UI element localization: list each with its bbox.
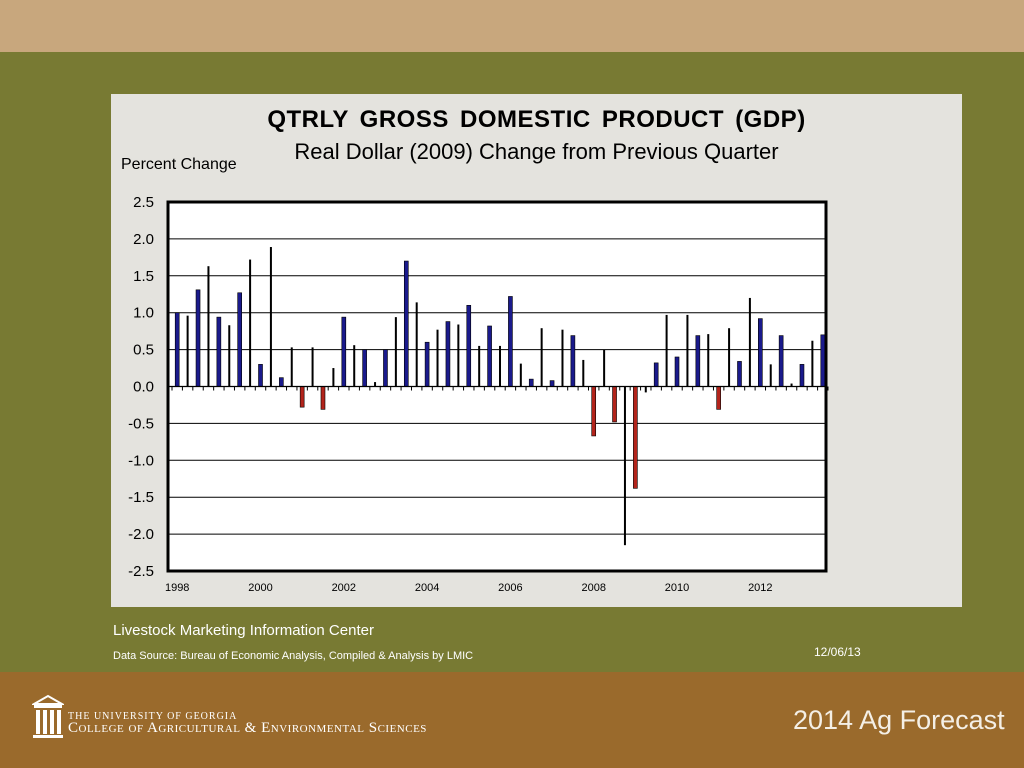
- bar: [561, 329, 564, 387]
- bar: [790, 383, 793, 387]
- x-tick-label: 1998: [165, 582, 189, 594]
- source-label: Livestock Marketing Information Center: [113, 622, 374, 639]
- footer-band: [0, 672, 1024, 768]
- bar: [216, 316, 222, 387]
- y-tick-label: 2.0: [133, 231, 154, 248]
- bar: [269, 247, 272, 387]
- x-tick-label: 2008: [581, 582, 605, 594]
- bar: [436, 329, 439, 387]
- y-tick-label: 0.0: [133, 379, 154, 396]
- bar: [237, 292, 242, 387]
- bar: [508, 296, 513, 387]
- top-band: [0, 0, 1024, 52]
- bar: [540, 328, 543, 387]
- bar: [403, 260, 409, 387]
- bar: [383, 349, 388, 387]
- bar: [737, 361, 742, 387]
- bar: [394, 317, 397, 387]
- bar: [665, 314, 668, 387]
- bar: [466, 305, 472, 387]
- bar: [769, 364, 772, 387]
- gdp-bar-chart: 2.5 2.0 1.5 1.0 0.5 0.0 -0.5 -1.0 -1.5 -2.0 -2.5 19…: [128, 194, 829, 594]
- bar: [549, 380, 555, 387]
- chart-subtitle: Real Dollar (2009) Change from Previous …: [294, 139, 779, 164]
- bar: [728, 328, 731, 387]
- plot-frame: [166, 200, 828, 573]
- bar: [228, 325, 231, 387]
- y-axis-label: Percent Change: [121, 156, 237, 173]
- y-tick-label: 2.5: [133, 194, 154, 211]
- x-tick-label: 2000: [248, 582, 272, 594]
- bar: [320, 386, 326, 410]
- y-tick-label: 0.5: [133, 342, 154, 359]
- bar: [653, 362, 659, 387]
- bar: [299, 386, 305, 408]
- bar: [279, 377, 284, 387]
- uga-arch-logo: [32, 694, 64, 738]
- bar: [249, 259, 252, 387]
- bar: [341, 316, 347, 387]
- bar: [716, 386, 721, 410]
- bar: [686, 314, 689, 387]
- bar: [748, 297, 751, 387]
- bar: [612, 386, 617, 423]
- x-tick-label: 2006: [498, 582, 522, 594]
- bar: [633, 386, 638, 489]
- y-tick-label: 1.0: [133, 305, 154, 322]
- bar: [478, 345, 481, 387]
- y-tick-label: -2.5: [128, 563, 154, 580]
- y-tick-label: -0.5: [128, 415, 154, 432]
- bar: [290, 347, 293, 387]
- x-tick-label: 2012: [748, 582, 772, 594]
- forecast-label: 2014 Ag Forecast: [793, 705, 1005, 735]
- bar: [778, 335, 784, 387]
- data-source-label: Data Source: Bureau of Economic Analysis…: [113, 650, 474, 662]
- bar: [311, 347, 314, 387]
- bar: [258, 364, 263, 387]
- y-tick-label: -1.0: [128, 452, 154, 469]
- university-name: THE UNIVERSITY OF GEORGIA: [68, 711, 238, 722]
- bar: [603, 349, 606, 387]
- bar: [174, 312, 180, 387]
- bar: [799, 364, 805, 387]
- chart-title: QTRLY GROSS DOMESTIC PRODUCT (GDP): [267, 106, 806, 133]
- bar: [707, 334, 710, 387]
- bar: [644, 386, 647, 393]
- bar: [374, 382, 377, 387]
- y-tick-label: 1.5: [133, 268, 154, 285]
- x-tick-label: 2002: [332, 582, 356, 594]
- bar: [528, 378, 534, 387]
- college-name: College of Agricultural & Environmental …: [68, 720, 427, 736]
- bar: [332, 368, 335, 387]
- bar: [591, 386, 597, 437]
- bar: [582, 359, 585, 387]
- bar: [457, 324, 460, 387]
- date-label: 12/06/13: [814, 645, 861, 659]
- x-tick-label: 2010: [665, 582, 689, 594]
- y-tick-label: -1.5: [128, 489, 154, 506]
- bar: [445, 321, 451, 387]
- bar: [674, 356, 680, 387]
- bar: [207, 266, 210, 387]
- bar: [519, 363, 522, 387]
- bar: [424, 341, 430, 387]
- bar: [758, 318, 763, 387]
- bar: [186, 315, 189, 387]
- y-tick-label: -2.0: [128, 526, 154, 543]
- bar: [415, 302, 418, 387]
- bar: [570, 335, 576, 387]
- bar: [195, 289, 201, 387]
- bar: [487, 325, 492, 387]
- bar: [811, 340, 814, 387]
- bar: [499, 345, 501, 387]
- bar: [362, 349, 367, 387]
- bar: [623, 386, 626, 546]
- bar: [820, 334, 826, 387]
- bar: [695, 335, 701, 387]
- bar: [353, 345, 356, 387]
- x-tick-label: 2004: [415, 582, 439, 594]
